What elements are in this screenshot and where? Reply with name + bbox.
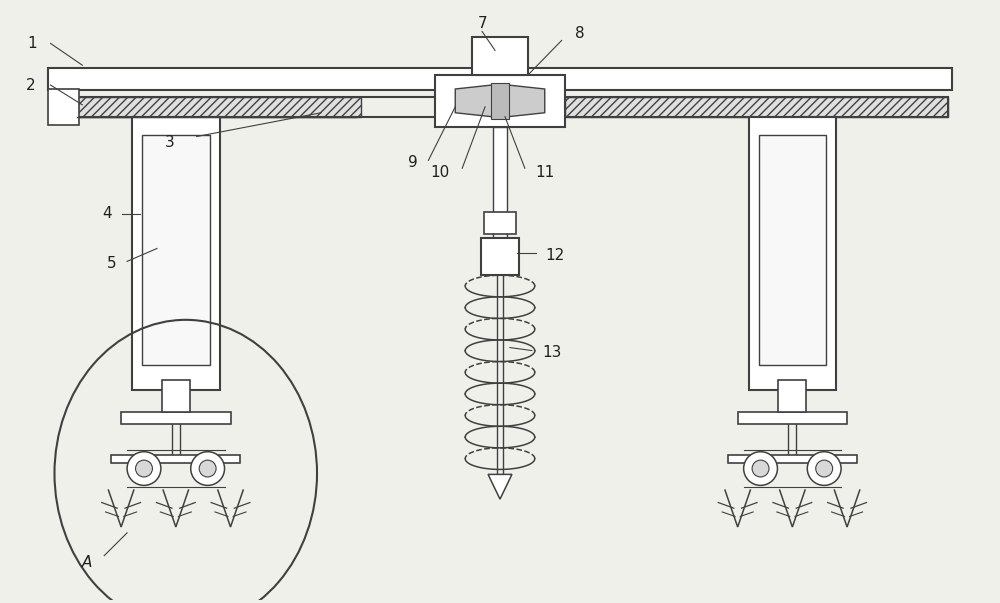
- Polygon shape: [455, 85, 492, 117]
- Bar: [738, 412, 847, 424]
- Bar: [111, 455, 240, 464]
- Text: A: A: [82, 555, 92, 570]
- Circle shape: [807, 452, 841, 485]
- Text: 9: 9: [408, 155, 417, 170]
- Text: 12: 12: [545, 248, 564, 263]
- Text: 11: 11: [535, 165, 554, 180]
- Bar: [48, 68, 952, 90]
- Bar: [162, 380, 190, 412]
- Circle shape: [752, 460, 769, 477]
- Bar: [48, 89, 79, 125]
- Bar: [77, 97, 361, 117]
- Bar: [142, 134, 210, 365]
- Polygon shape: [508, 85, 545, 117]
- Circle shape: [816, 460, 833, 477]
- Text: 3: 3: [165, 135, 175, 150]
- Circle shape: [744, 452, 777, 485]
- Circle shape: [191, 452, 225, 485]
- Bar: [778, 380, 806, 412]
- Text: 8: 8: [575, 26, 584, 41]
- Bar: [491, 83, 509, 119]
- Bar: [565, 97, 948, 117]
- Text: 2: 2: [26, 78, 35, 92]
- Circle shape: [127, 452, 161, 485]
- Bar: [493, 127, 507, 214]
- Text: 5: 5: [107, 256, 117, 271]
- Text: 4: 4: [102, 206, 112, 221]
- Bar: [121, 412, 231, 424]
- Bar: [132, 117, 220, 390]
- Circle shape: [136, 460, 152, 477]
- Text: 7: 7: [477, 16, 487, 31]
- Circle shape: [199, 460, 216, 477]
- Text: 1: 1: [28, 36, 37, 51]
- Bar: [472, 37, 528, 75]
- Polygon shape: [488, 475, 512, 499]
- Bar: [728, 455, 857, 464]
- Bar: [481, 238, 519, 275]
- Bar: [435, 75, 565, 127]
- Text: 13: 13: [542, 345, 561, 360]
- Bar: [749, 117, 836, 390]
- Bar: [77, 97, 948, 117]
- Text: 10: 10: [431, 165, 450, 180]
- Bar: [759, 134, 826, 365]
- Bar: [484, 212, 516, 233]
